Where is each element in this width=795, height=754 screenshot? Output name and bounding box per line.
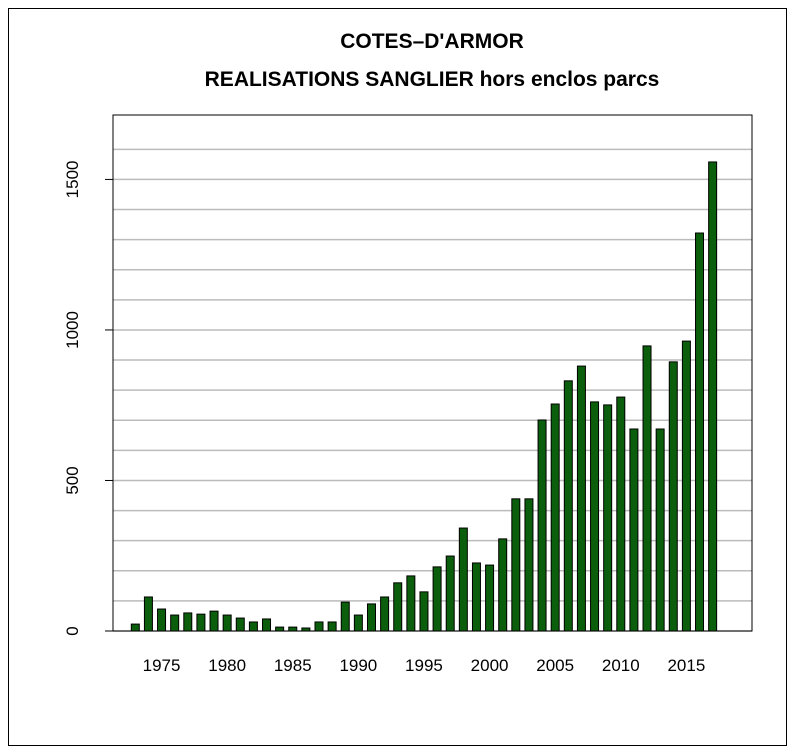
bar — [655, 428, 665, 632]
y-tick-label: 0 — [63, 626, 82, 635]
chart-title: COTES–D'ARMOR — [340, 30, 524, 53]
bar — [668, 361, 678, 632]
bar — [603, 404, 613, 632]
x-tick-label: 1990 — [339, 656, 377, 675]
x-tick-label: 1995 — [405, 656, 443, 675]
bar — [471, 562, 481, 632]
bar — [157, 608, 167, 632]
bar — [511, 498, 521, 632]
bar — [576, 365, 586, 632]
bar — [485, 564, 495, 632]
bar — [209, 610, 219, 632]
plot-box — [112, 114, 753, 632]
bar — [340, 601, 350, 632]
frame — [8, 8, 787, 746]
bar — [170, 614, 180, 632]
bar — [353, 614, 363, 632]
bar — [498, 538, 508, 632]
bar — [458, 527, 468, 632]
bar — [432, 566, 442, 632]
x-tick-label: 1985 — [274, 656, 312, 675]
bar — [590, 401, 600, 632]
bar — [380, 596, 390, 632]
bar — [183, 612, 193, 632]
bar — [196, 613, 206, 632]
bar — [550, 403, 560, 632]
bar — [222, 614, 232, 632]
bar — [419, 591, 429, 632]
bar — [563, 380, 573, 632]
bar — [629, 428, 639, 632]
bar — [445, 555, 455, 632]
bar — [366, 603, 376, 632]
bar — [681, 340, 691, 632]
x-tick-label: 2005 — [536, 656, 574, 675]
bar — [642, 345, 652, 632]
y-tick-label: 1000 — [63, 311, 82, 349]
bar — [708, 161, 718, 632]
bar — [130, 623, 140, 632]
bar — [235, 617, 245, 632]
x-tick-label: 2015 — [667, 656, 705, 675]
bar — [288, 626, 298, 632]
x-tick-label: 1980 — [208, 656, 246, 675]
bar — [275, 626, 285, 632]
bar — [143, 596, 153, 632]
y-tick-label: 500 — [63, 466, 82, 494]
bar — [327, 621, 337, 632]
bar — [393, 582, 403, 632]
bar — [524, 498, 534, 632]
bar — [314, 621, 324, 632]
bar — [537, 419, 547, 632]
chart-subtitle: REALISATIONS SANGLIER hors enclos parcs — [205, 68, 660, 91]
bar — [262, 618, 272, 632]
bar — [695, 232, 705, 632]
bar — [248, 621, 258, 632]
bar — [406, 575, 416, 632]
y-tick-label: 1500 — [63, 161, 82, 199]
x-tick-label: 2010 — [602, 656, 640, 675]
x-tick-label: 1975 — [143, 656, 181, 675]
bar — [616, 396, 626, 632]
x-tick-label: 2000 — [471, 656, 509, 675]
